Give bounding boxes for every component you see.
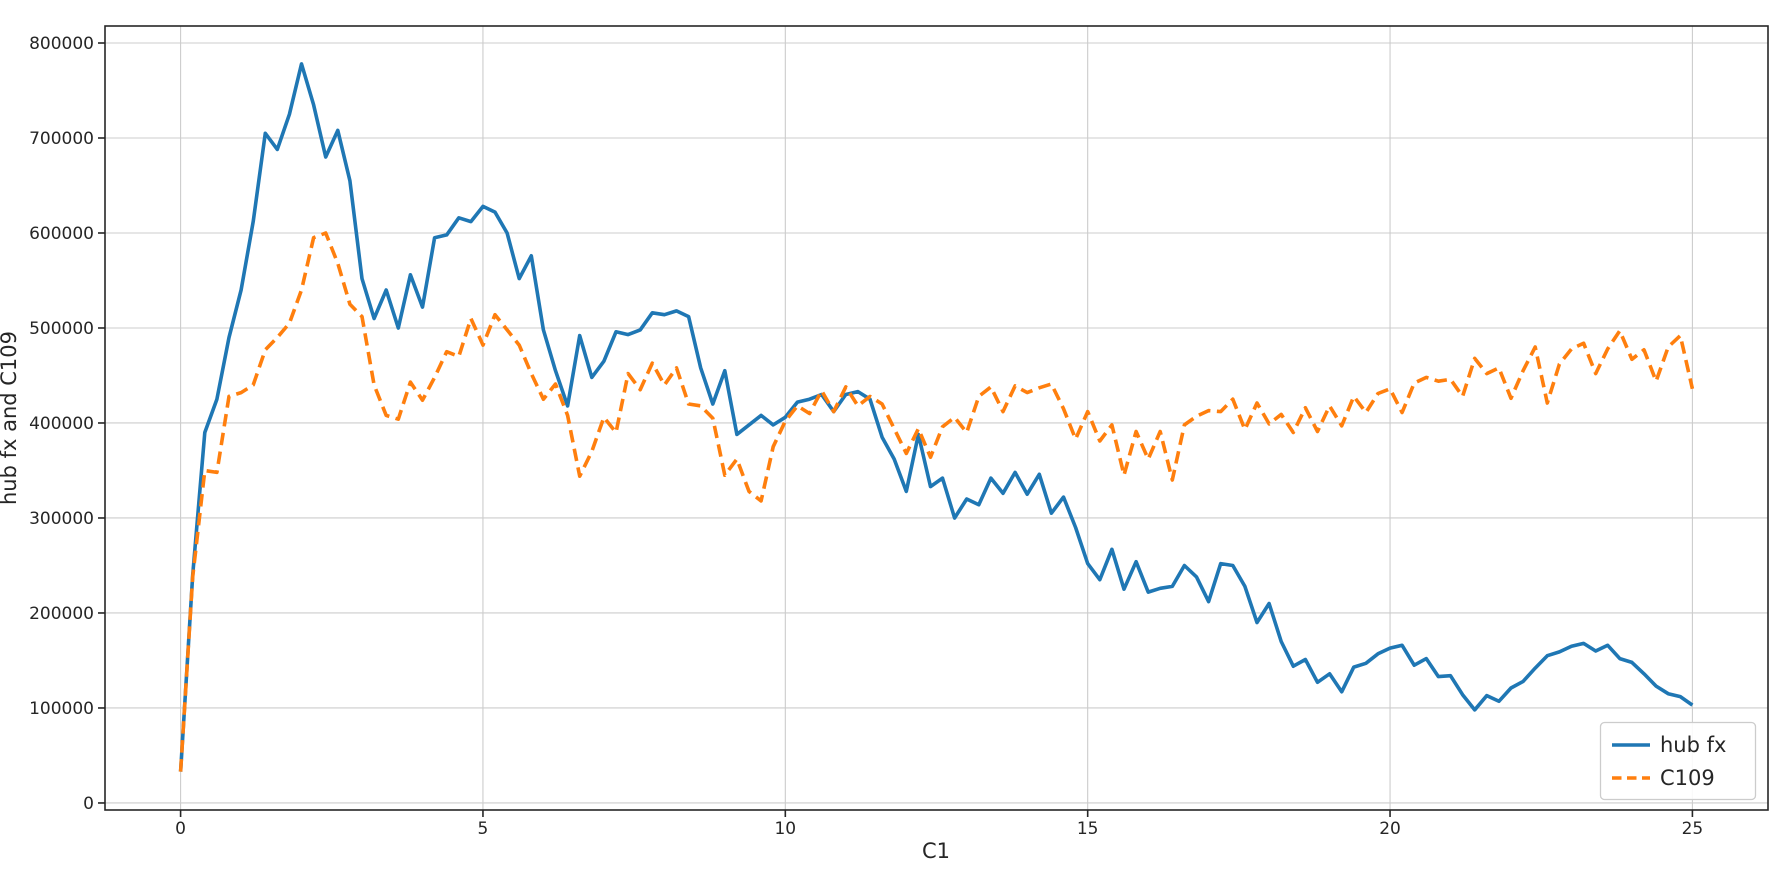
series-layer: [178, 62, 1695, 772]
y-tick-label-200000: 200000: [29, 604, 94, 624]
y-tick-label-400000: 400000: [29, 414, 94, 434]
y-tick-label-600000: 600000: [29, 224, 94, 244]
x-tick-label-5: 5: [478, 819, 489, 839]
legend: hub fx C109: [1599, 721, 1757, 801]
y-tick-label-800000: 800000: [29, 34, 94, 54]
series-line-hub-fx: [178, 62, 1694, 772]
y-tick-labels: 0 100000 200000 300000 400000 500000 600000 700…: [29, 34, 94, 814]
x-tick-label-25: 25: [1682, 819, 1704, 839]
y-tick-label-300000: 300000: [29, 509, 94, 529]
grid-lines: [105, 26, 1768, 810]
y-tick-label-700000: 700000: [29, 129, 94, 149]
y-axis-label: hub fx and C109: [0, 331, 21, 505]
x-axis-label: C1: [922, 839, 950, 863]
x-tick-label-20: 20: [1379, 819, 1401, 839]
x-tick-labels: 0 5 10 15 20 25: [175, 819, 1703, 839]
y-tick-label-0: 0: [83, 794, 94, 814]
y-tick-label-500000: 500000: [29, 319, 94, 339]
legend-label-hub-fx: hub fx: [1660, 733, 1726, 757]
plot-border: [104, 25, 1769, 811]
legend-box: [1599, 721, 1757, 801]
y-tick-label-100000: 100000: [29, 699, 94, 719]
legend-label-c109: C109: [1660, 766, 1715, 790]
x-tick-label-0: 0: [175, 819, 186, 839]
x-tick-label-15: 15: [1077, 819, 1099, 839]
x-tick-label-10: 10: [774, 819, 796, 839]
axis-ticks: [98, 42, 1694, 817]
series-line-c109: [178, 231, 1695, 772]
